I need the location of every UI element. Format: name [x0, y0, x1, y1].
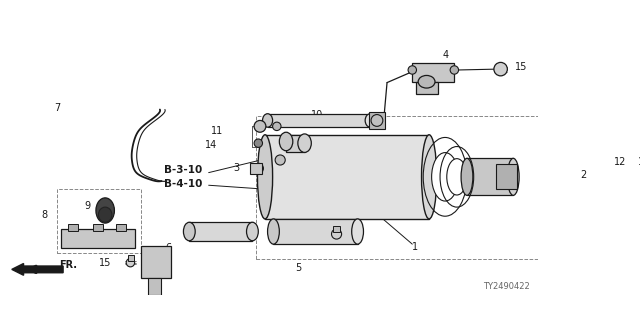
Bar — [68, 224, 78, 231]
Text: 6: 6 — [165, 243, 172, 253]
FancyArrow shape — [12, 263, 63, 275]
Circle shape — [273, 122, 281, 131]
Bar — [250, 163, 262, 174]
Text: 3: 3 — [234, 164, 240, 173]
Bar — [61, 229, 134, 247]
Text: 14: 14 — [205, 140, 217, 150]
Ellipse shape — [365, 114, 375, 127]
Ellipse shape — [422, 135, 436, 219]
Circle shape — [254, 139, 262, 148]
Circle shape — [371, 115, 383, 126]
Text: 5: 5 — [296, 263, 302, 273]
Bar — [256, 116, 575, 259]
Ellipse shape — [418, 76, 435, 88]
Circle shape — [150, 303, 157, 310]
Bar — [116, 224, 126, 231]
Bar — [57, 189, 141, 252]
Ellipse shape — [96, 198, 115, 223]
Circle shape — [254, 120, 266, 132]
Bar — [268, 114, 370, 127]
Circle shape — [253, 164, 263, 173]
Text: 7: 7 — [54, 103, 61, 113]
Text: 15: 15 — [99, 259, 111, 268]
Circle shape — [450, 66, 458, 74]
Bar — [497, 164, 518, 189]
Bar — [93, 224, 104, 231]
Ellipse shape — [262, 114, 273, 127]
Text: 4: 4 — [443, 50, 449, 60]
Circle shape — [332, 229, 342, 239]
Bar — [273, 219, 358, 244]
Ellipse shape — [447, 159, 467, 195]
Bar — [369, 112, 385, 129]
Text: 15: 15 — [515, 62, 527, 72]
Ellipse shape — [184, 222, 195, 241]
Text: 10: 10 — [311, 110, 323, 120]
Text: 2: 2 — [580, 170, 587, 180]
Ellipse shape — [431, 153, 458, 201]
Bar — [467, 158, 513, 195]
Ellipse shape — [257, 135, 273, 219]
Ellipse shape — [352, 219, 364, 244]
Text: 12: 12 — [614, 157, 627, 167]
Circle shape — [126, 259, 134, 267]
Bar — [417, 82, 438, 94]
Ellipse shape — [508, 158, 519, 195]
Text: 1: 1 — [412, 242, 419, 252]
Bar — [286, 135, 305, 152]
Ellipse shape — [99, 207, 112, 222]
Circle shape — [275, 155, 285, 165]
Text: B-4-10: B-4-10 — [164, 179, 202, 188]
Bar — [128, 255, 134, 261]
Circle shape — [494, 62, 508, 76]
Bar — [412, 63, 454, 82]
Text: TY2490422: TY2490422 — [483, 282, 530, 291]
Text: B-3-10: B-3-10 — [164, 165, 202, 175]
Ellipse shape — [279, 132, 293, 151]
Circle shape — [408, 66, 417, 74]
Ellipse shape — [246, 222, 259, 241]
Bar — [265, 135, 429, 219]
Bar — [333, 226, 340, 232]
Text: FR.: FR. — [59, 260, 77, 270]
Text: 11: 11 — [211, 125, 223, 136]
Text: 8: 8 — [42, 210, 48, 220]
Text: 9: 9 — [84, 201, 91, 211]
Bar — [189, 222, 252, 241]
Bar — [148, 278, 161, 295]
Ellipse shape — [268, 219, 279, 244]
Text: 15: 15 — [352, 228, 364, 238]
Ellipse shape — [298, 134, 311, 152]
Text: 13: 13 — [638, 157, 640, 167]
Ellipse shape — [461, 158, 473, 195]
Bar — [141, 246, 171, 278]
